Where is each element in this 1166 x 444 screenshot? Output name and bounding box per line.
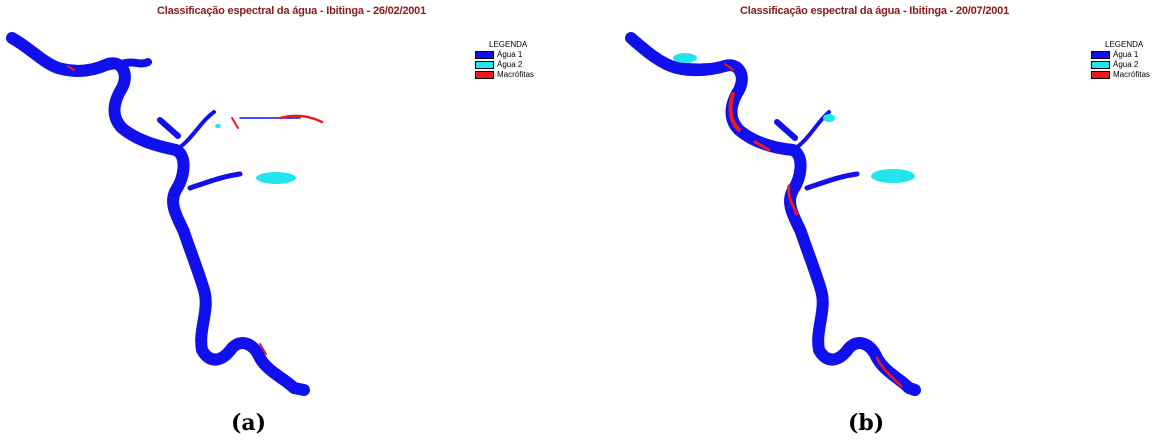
map-panel-a: Classificação espectral da água - Ibitin… bbox=[6, 5, 534, 436]
legend-title: LEGENDA bbox=[489, 40, 528, 49]
legend-label: Água 1 bbox=[497, 50, 523, 59]
legend-item-agua-1: Água 1 bbox=[1091, 50, 1138, 59]
legend-item-macrofitas: Macrófitas bbox=[475, 70, 534, 79]
river-map bbox=[6, 32, 324, 396]
legend-swatch-agua-1 bbox=[1091, 50, 1110, 59]
legend-swatch-agua-2 bbox=[475, 60, 494, 69]
water-class-2-area bbox=[673, 53, 915, 183]
legend-label: Água 2 bbox=[1113, 60, 1139, 69]
macrophytes-area bbox=[724, 63, 903, 388]
water-class-1-area bbox=[6, 32, 310, 396]
legend-swatch-macrofitas bbox=[1091, 70, 1110, 79]
map-title: Classificação espectral da água - Ibitin… bbox=[156, 5, 427, 17]
legend-swatch-macrofitas bbox=[475, 70, 494, 79]
subfigure-label: (b) bbox=[848, 410, 885, 436]
legend-item-agua-2: Água 2 bbox=[1091, 60, 1138, 69]
legend-swatch-agua-1 bbox=[475, 50, 494, 59]
subfigure-label: (a) bbox=[231, 410, 267, 436]
water-class-1-area bbox=[625, 32, 921, 396]
legend-label: Água 2 bbox=[497, 60, 523, 69]
legend-title: LEGENDA bbox=[1105, 40, 1144, 49]
map-title: Classificação espectral da água - Ibitin… bbox=[739, 5, 1010, 17]
legend-swatch-agua-2 bbox=[1091, 60, 1110, 69]
map-panel-b: Classificação espectral da água - Ibitin… bbox=[583, 0, 1166, 444]
water-class-2-area bbox=[215, 124, 296, 184]
river-map bbox=[625, 32, 921, 396]
legend-item-agua-2: Água 2 bbox=[475, 60, 522, 69]
legend-item-agua-1: Água 1 bbox=[475, 50, 522, 59]
legend-item-macrofitas: Macrófitas bbox=[1091, 70, 1150, 79]
macrophytes-area bbox=[67, 65, 324, 355]
legend-label: Água 1 bbox=[1113, 50, 1139, 59]
legend-label: Macrófitas bbox=[1113, 70, 1150, 79]
legend-label: Macrófitas bbox=[497, 70, 534, 79]
